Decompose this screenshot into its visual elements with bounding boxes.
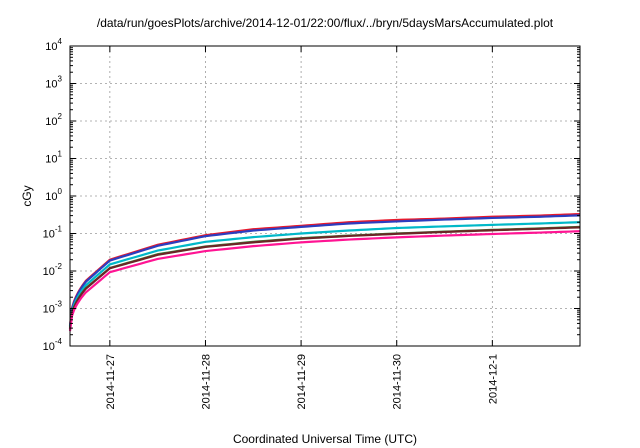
- y-tick-label: 10-1: [43, 225, 63, 241]
- series-layer: [68, 212, 581, 332]
- y-tick-label: 103: [45, 75, 62, 91]
- y-tick-label: 101: [45, 150, 62, 166]
- y-tick-label: 104: [45, 37, 62, 53]
- y-tick-label: 102: [45, 112, 62, 128]
- y-axis-label: cGy: [20, 185, 34, 206]
- y-axis: 10-4 10-3 10-2 10-1 100 101 102 103 104: [43, 37, 580, 353]
- x-tick-label: 2014-11-27: [105, 354, 117, 409]
- y-tick-label: 10-4: [43, 337, 63, 353]
- x-axis: 2014-11-27 2014-11-28 2014-11-29 2014-11-30…: [105, 46, 499, 409]
- x-tick-label: 2014-11-28: [200, 354, 212, 409]
- y-tick-label: 10-2: [43, 262, 63, 278]
- y-tick-label: 10-3: [43, 300, 63, 316]
- series-line: [68, 226, 581, 330]
- x-tick-label: 2014-12-1: [487, 354, 499, 404]
- x-tick-label: 2014-11-29: [296, 354, 308, 409]
- series-line: [68, 230, 581, 332]
- series-line: [68, 221, 581, 329]
- y-tick-label: 100: [45, 187, 62, 203]
- x-tick-label: 2014-11-30: [392, 354, 404, 409]
- series-line: [68, 225, 581, 330]
- grid: [70, 46, 580, 346]
- series-line: [68, 214, 581, 327]
- x-axis-label: Coordinated Universal Time (UTC): [233, 432, 417, 446]
- chart-title: /data/run/goesPlots/archive/2014-12-01/2…: [97, 16, 554, 30]
